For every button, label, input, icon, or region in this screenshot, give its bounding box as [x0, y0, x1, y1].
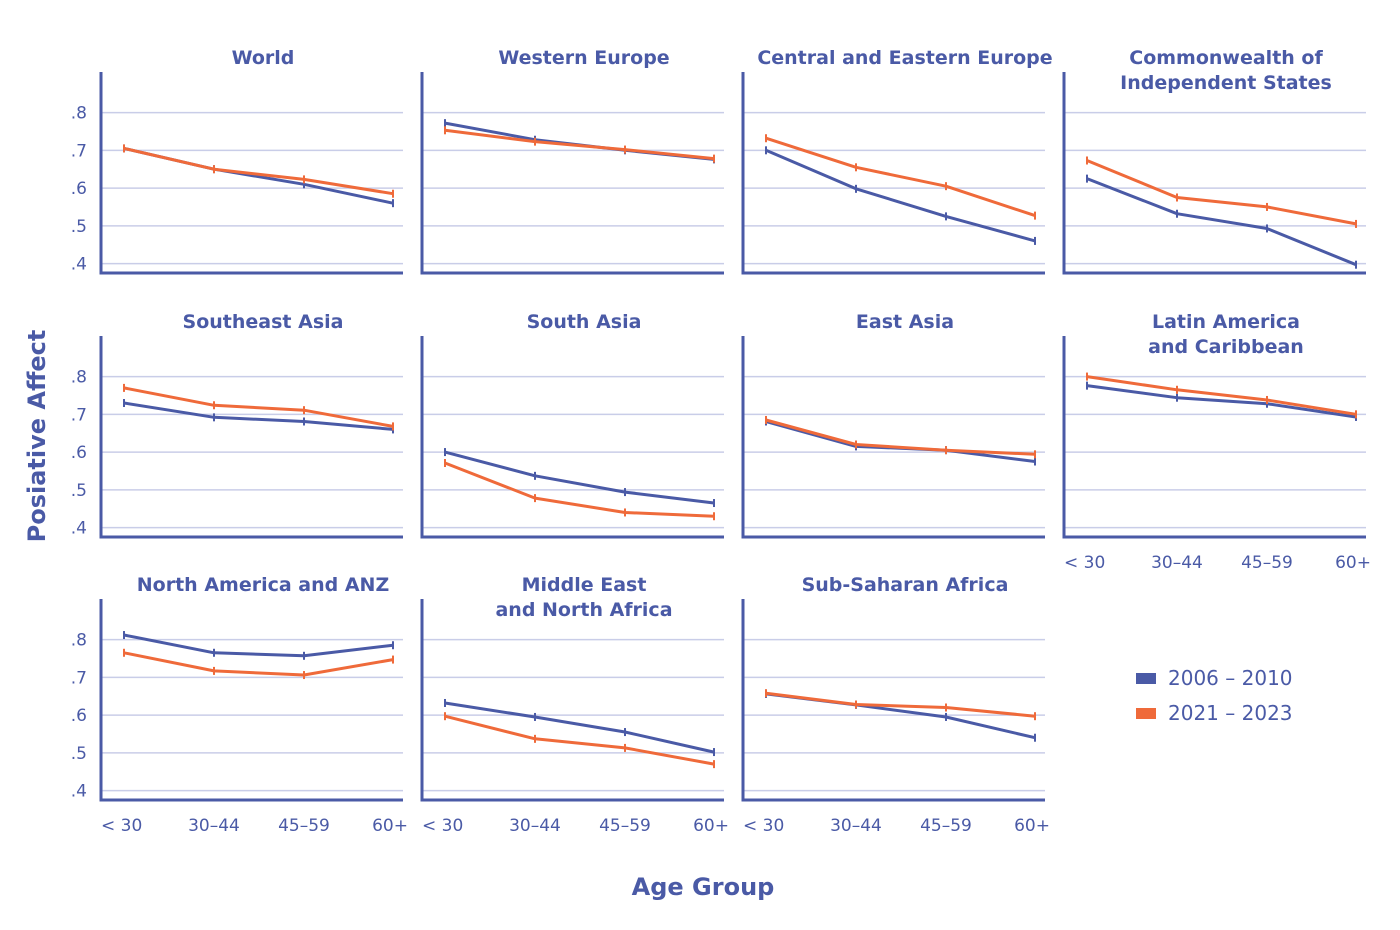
- x-tick-label: 45–59: [278, 816, 330, 836]
- x-tick-label: 60+: [693, 816, 729, 836]
- series-line-2006-2010: [123, 401, 394, 431]
- series-line-2021-2023: [1086, 159, 1357, 226]
- x-tick-label: 45–59: [599, 816, 651, 836]
- series-line-2021-2023: [765, 418, 1036, 456]
- series-line-2006-2010: [765, 148, 1036, 243]
- series-line-2021-2023: [444, 461, 715, 518]
- panel-title: Southeast Asia: [183, 311, 344, 333]
- legend-swatch-2021-2023: [1136, 708, 1156, 719]
- x-tick-label: 60+: [1014, 816, 1050, 836]
- y-tick-label: .7: [71, 141, 87, 161]
- y-tick-label: .4: [71, 255, 87, 275]
- panel-title: Central and Eastern Europe: [757, 47, 1052, 69]
- y-tick-label: .5: [71, 744, 87, 764]
- legend: 2006 – 2010 2021 – 2023: [1136, 666, 1293, 725]
- series-line-2006-2010: [1086, 384, 1357, 419]
- panel-title: Western Europe: [498, 47, 669, 69]
- x-tick-label: 60+: [1335, 553, 1371, 573]
- panels-group: .8 .7 .6 .5 .4 World Western Europe Central and…: [71, 47, 1371, 836]
- series-line-2006-2010: [444, 701, 715, 754]
- x-tick-label: 30–44: [188, 816, 240, 836]
- panel-south-asia: South Asia: [420, 311, 724, 539]
- x-tick-label: < 30: [743, 816, 784, 836]
- y-tick-label: .4: [71, 519, 87, 539]
- x-tick-label: 30–44: [830, 816, 882, 836]
- x-tick-label: 30–44: [509, 816, 561, 836]
- x-tick-label: < 30: [1064, 553, 1105, 573]
- x-tick-label: 45–59: [920, 816, 972, 836]
- series-line-2006-2010: [765, 420, 1036, 463]
- series-line-2021-2023: [1086, 375, 1357, 416]
- y-tick-label: .4: [71, 782, 87, 802]
- x-tick-label: 30–44: [1151, 553, 1203, 573]
- panel-title: East Asia: [856, 311, 954, 333]
- panel-title: Middle East: [522, 574, 647, 596]
- series-line-2006-2010: [123, 633, 394, 658]
- panel-title: Independent States: [1120, 72, 1332, 94]
- panel-title: World: [232, 47, 295, 69]
- x-tick-label: < 30: [422, 816, 463, 836]
- panel-world: .8 .7 .6 .5 .4 World: [71, 47, 403, 275]
- series-line-2021-2023: [765, 691, 1036, 718]
- y-axis-title: Posiative Affect: [23, 330, 51, 543]
- panel-central-and-eastern-europe: Central and Eastern Europe: [741, 47, 1053, 275]
- panel-sub-saharan-africa: Sub-Saharan Africa < 30 30–44 45–59 60+: [741, 574, 1050, 836]
- series-line-2021-2023: [444, 714, 715, 766]
- x-axis-title: Age Group: [632, 873, 775, 901]
- panel-southeast-asia: .8 .7 .6 .5 .4 Southeast Asia: [71, 311, 403, 539]
- y-tick-label: .6: [71, 179, 87, 199]
- y-tick-label: .5: [71, 481, 87, 501]
- series-line-2021-2023: [123, 146, 394, 196]
- y-tick-label: .6: [71, 706, 87, 726]
- series-line-2006-2010: [1086, 177, 1357, 267]
- y-tick-label: .8: [71, 631, 87, 651]
- panel-title: North America and ANZ: [137, 574, 389, 596]
- panel-commonwealth-of-independent-states: Commonwealth of Independent States: [1062, 47, 1366, 275]
- panel-title: and North Africa: [495, 599, 672, 621]
- x-tick-label: 45–59: [1241, 553, 1293, 573]
- legend-swatch-2006-2010: [1136, 673, 1156, 684]
- legend-label-2021-2023: 2021 – 2023: [1168, 701, 1293, 725]
- y-tick-label: .8: [71, 104, 87, 124]
- panel-east-asia: East Asia: [741, 311, 1045, 539]
- panel-title: Latin America: [1152, 311, 1300, 333]
- series-line-2021-2023: [123, 386, 394, 428]
- y-tick-label: .5: [71, 217, 87, 237]
- series-line-2006-2010: [444, 450, 715, 505]
- y-tick-label: .8: [71, 368, 87, 388]
- panel-title: South Asia: [527, 311, 642, 333]
- legend-label-2006-2010: 2006 – 2010: [1168, 666, 1293, 690]
- series-line-2021-2023: [765, 136, 1036, 218]
- panel-title: Commonwealth of: [1129, 47, 1323, 69]
- panel-title: Sub-Saharan Africa: [802, 574, 1009, 596]
- panel-title: and Caribbean: [1148, 336, 1304, 358]
- panel-middle-east-and-north-africa: Middle East and North Africa < 30 30–44 45–5…: [420, 574, 729, 836]
- panel-western-europe: Western Europe: [420, 47, 724, 275]
- y-tick-label: .7: [71, 405, 87, 425]
- panel-north-america-and-anz: .8 .7 .6 .5 .4 North America and ANZ < 30 30–44…: [71, 574, 408, 836]
- x-tick-label: < 30: [101, 816, 142, 836]
- series-line-2021-2023: [123, 651, 394, 677]
- y-tick-label: .7: [71, 668, 87, 688]
- x-tick-label: 60+: [372, 816, 408, 836]
- y-tick-label: .6: [71, 443, 87, 463]
- panel-latin-america-and-caribbean: Latin America and Caribbean < 30 30–44 45–59…: [1062, 311, 1371, 573]
- series-line-2021-2023: [444, 128, 715, 161]
